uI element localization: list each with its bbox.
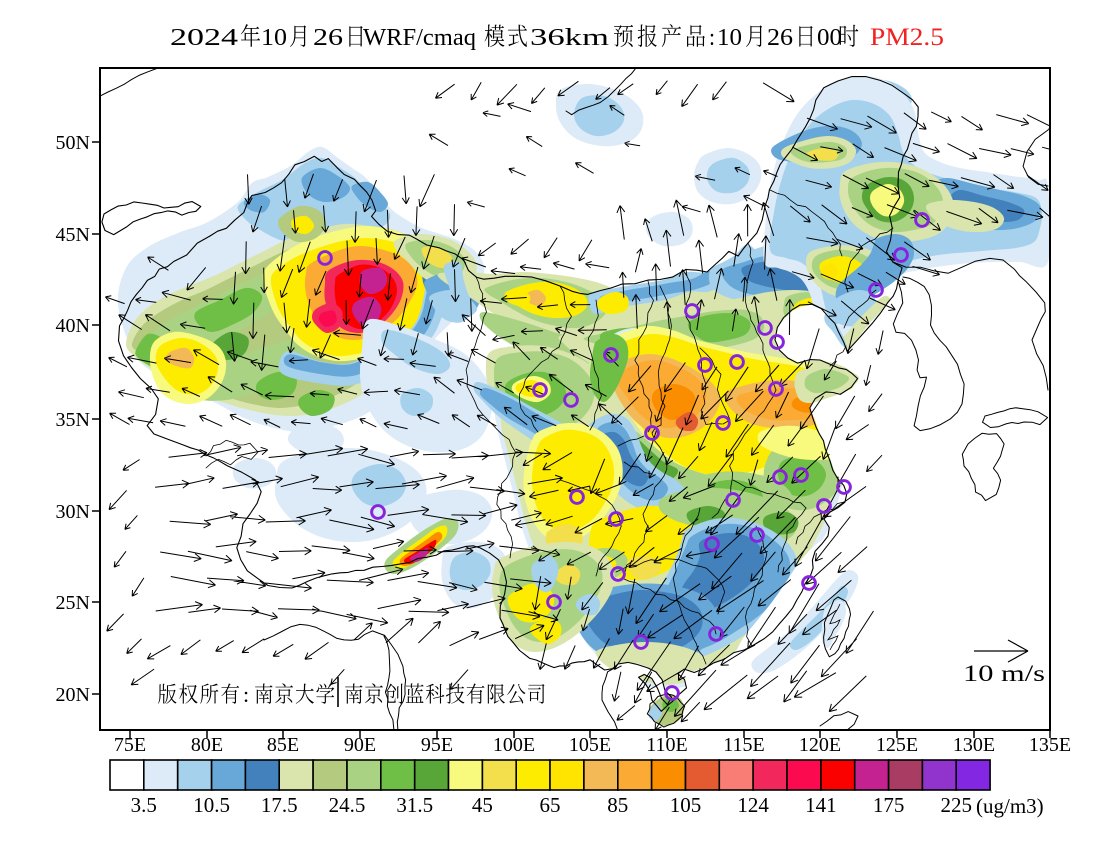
svg-text:36km: 36km [530, 25, 609, 51]
svg-text:26: 26 [767, 25, 793, 51]
svg-text:85E: 85E [267, 734, 299, 756]
svg-text:90E: 90E [344, 734, 376, 756]
svg-text:100E: 100E [493, 734, 535, 756]
svg-text:95E: 95E [421, 734, 453, 756]
svg-text:20N: 20N [56, 684, 90, 706]
svg-text:110E: 110E [646, 734, 687, 756]
svg-text:80E: 80E [191, 734, 223, 756]
svg-text:35N: 35N [56, 409, 90, 431]
svg-text:85: 85 [607, 793, 628, 817]
svg-text:40N: 40N [56, 315, 90, 337]
svg-text:141: 141 [805, 793, 837, 817]
svg-text:WRF/cmaq: WRF/cmaq [363, 25, 476, 51]
svg-text:(ug/m3): (ug/m3) [976, 794, 1044, 818]
svg-text:130E: 130E [953, 734, 995, 756]
svg-text:25N: 25N [56, 592, 90, 614]
svg-text:45: 45 [472, 793, 493, 817]
svg-text:105E: 105E [569, 734, 611, 756]
svg-text:125E: 125E [876, 734, 918, 756]
svg-text:2024: 2024 [170, 25, 238, 51]
svg-text:175: 175 [873, 793, 905, 817]
svg-text:17.5: 17.5 [261, 793, 298, 817]
svg-text:225: 225 [940, 793, 972, 817]
svg-text:105: 105 [670, 793, 702, 817]
svg-text:45N: 45N [56, 224, 90, 246]
svg-text::: : [243, 682, 249, 707]
svg-text:50N: 50N [56, 132, 90, 154]
svg-text::: : [709, 25, 715, 51]
svg-text:120E: 120E [799, 734, 841, 756]
svg-text:115E: 115E [723, 734, 764, 756]
svg-text:10: 10 [717, 25, 742, 51]
svg-text:26: 26 [313, 25, 343, 51]
svg-text:75E: 75E [114, 734, 146, 756]
svg-text:PM2.5: PM2.5 [870, 24, 944, 51]
svg-text:10.5: 10.5 [193, 793, 230, 817]
svg-text:3.5: 3.5 [131, 793, 157, 817]
svg-text:30N: 30N [56, 501, 90, 523]
svg-text:24.5: 24.5 [329, 793, 366, 817]
svg-text:10 m/s: 10 m/s [963, 661, 1045, 686]
svg-text:124: 124 [737, 793, 769, 817]
svg-text:00: 00 [817, 25, 842, 51]
svg-text:65: 65 [540, 793, 561, 817]
svg-text:135E: 135E [1029, 734, 1071, 756]
svg-text:31.5: 31.5 [396, 793, 433, 817]
svg-text:10: 10 [261, 25, 287, 51]
